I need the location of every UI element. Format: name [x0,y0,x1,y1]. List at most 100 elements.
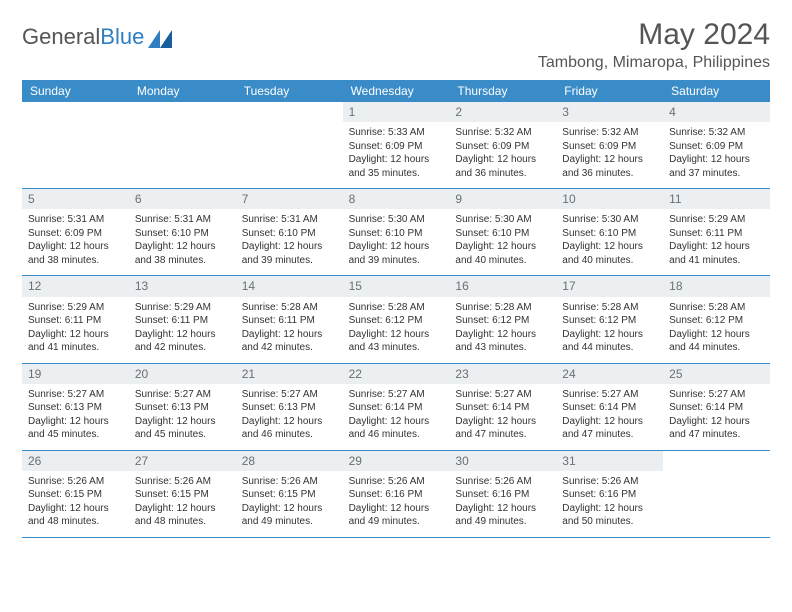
sunset-text: Sunset: 6:16 PM [349,488,444,502]
sunset-text: Sunset: 6:14 PM [669,401,764,415]
daylight-text: Daylight: 12 hours and 46 minutes. [349,415,444,442]
page-subtitle: Tambong, Mimaropa, Philippines [538,54,770,72]
sunset-text: Sunset: 6:12 PM [562,314,657,328]
daylight-text: Daylight: 12 hours and 49 minutes. [242,502,337,529]
daylight-text: Daylight: 12 hours and 40 minutes. [562,240,657,267]
page-title: May 2024 [538,18,770,52]
sunset-text: Sunset: 6:15 PM [28,488,123,502]
sunset-text: Sunset: 6:10 PM [562,227,657,241]
calendar-day: 1Sunrise: 5:33 AMSunset: 6:09 PMDaylight… [343,102,450,188]
day-number: 18 [663,276,770,296]
day-number: 8 [343,189,450,209]
day-header-tuesday: Tuesday [236,80,343,102]
logo: GeneralBlue [22,18,172,50]
daylight-text: Daylight: 12 hours and 45 minutes. [28,415,123,442]
daylight-text: Daylight: 12 hours and 41 minutes. [28,328,123,355]
day-header-wednesday: Wednesday [343,80,450,102]
logo-text-general: General [22,24,100,50]
calendar-day: 14Sunrise: 5:28 AMSunset: 6:11 PMDayligh… [236,276,343,362]
daylight-text: Daylight: 12 hours and 42 minutes. [135,328,230,355]
day-number: 13 [129,276,236,296]
logo-icon [148,28,172,46]
sunrise-text: Sunrise: 5:26 AM [135,475,230,489]
daylight-text: Daylight: 12 hours and 36 minutes. [455,153,550,180]
sunrise-text: Sunrise: 5:31 AM [135,213,230,227]
calendar-day: 18Sunrise: 5:28 AMSunset: 6:12 PMDayligh… [663,276,770,362]
calendar-day: 13Sunrise: 5:29 AMSunset: 6:11 PMDayligh… [129,276,236,362]
daylight-text: Daylight: 12 hours and 47 minutes. [669,415,764,442]
sunset-text: Sunset: 6:10 PM [135,227,230,241]
calendar-day: 7Sunrise: 5:31 AMSunset: 6:10 PMDaylight… [236,189,343,275]
sunrise-text: Sunrise: 5:26 AM [349,475,444,489]
sunset-text: Sunset: 6:12 PM [349,314,444,328]
sunrise-text: Sunrise: 5:27 AM [242,388,337,402]
day-header-sunday: Sunday [22,80,129,102]
calendar-day: 8Sunrise: 5:30 AMSunset: 6:10 PMDaylight… [343,189,450,275]
day-number: 1 [343,102,450,122]
daylight-text: Daylight: 12 hours and 48 minutes. [28,502,123,529]
page-header: GeneralBlue May 2024 Tambong, Mimaropa, … [22,18,770,72]
daylight-text: Daylight: 12 hours and 48 minutes. [135,502,230,529]
calendar: SundayMondayTuesdayWednesdayThursdayFrid… [22,80,770,538]
sunrise-text: Sunrise: 5:30 AM [562,213,657,227]
daylight-text: Daylight: 12 hours and 49 minutes. [455,502,550,529]
sunrise-text: Sunrise: 5:30 AM [455,213,550,227]
calendar-day: 16Sunrise: 5:28 AMSunset: 6:12 PMDayligh… [449,276,556,362]
daylight-text: Daylight: 12 hours and 39 minutes. [349,240,444,267]
day-header-monday: Monday [129,80,236,102]
calendar-day: 29Sunrise: 5:26 AMSunset: 6:16 PMDayligh… [343,451,450,537]
sunrise-text: Sunrise: 5:32 AM [455,126,550,140]
calendar-day: 24Sunrise: 5:27 AMSunset: 6:14 PMDayligh… [556,364,663,450]
day-number: 7 [236,189,343,209]
sunset-text: Sunset: 6:12 PM [455,314,550,328]
day-number: 3 [556,102,663,122]
calendar-day: 10 Sunrise: 5:30 AMSunset: 6:10 PMDayligh… [556,189,663,275]
calendar-day: 26Sunrise: 5:26 AMSunset: 6:15 PMDayligh… [22,451,129,537]
calendar-day: 19Sunrise: 5:27 AMSunset: 6:13 PMDayligh… [22,364,129,450]
calendar-day: 27Sunrise: 5:26 AMSunset: 6:15 PMDayligh… [129,451,236,537]
calendar-empty [236,102,343,188]
day-number: 10 [556,189,663,209]
sunrise-text: Sunrise: 5:29 AM [669,213,764,227]
calendar-day: 30Sunrise: 5:26 AMSunset: 6:16 PMDayligh… [449,451,556,537]
daylight-text: Daylight: 12 hours and 43 minutes. [349,328,444,355]
calendar-day: 17Sunrise: 5:28 AMSunset: 6:12 PMDayligh… [556,276,663,362]
sunrise-text: Sunrise: 5:27 AM [28,388,123,402]
sunset-text: Sunset: 6:16 PM [562,488,657,502]
daylight-text: Daylight: 12 hours and 47 minutes. [455,415,550,442]
daylight-text: Daylight: 12 hours and 39 minutes. [242,240,337,267]
sunrise-text: Sunrise: 5:26 AM [562,475,657,489]
calendar-day: 3Sunrise: 5:32 AMSunset: 6:09 PMDaylight… [556,102,663,188]
day-number: 27 [129,451,236,471]
daylight-text: Daylight: 12 hours and 35 minutes. [349,153,444,180]
daylight-text: Daylight: 12 hours and 40 minutes. [455,240,550,267]
sunrise-text: Sunrise: 5:28 AM [455,301,550,315]
sunset-text: Sunset: 6:09 PM [562,140,657,154]
sunrise-text: Sunrise: 5:27 AM [455,388,550,402]
calendar-day: 20Sunrise: 5:27 AMSunset: 6:13 PMDayligh… [129,364,236,450]
day-number: 2 [449,102,556,122]
calendar-week: 26Sunrise: 5:26 AMSunset: 6:15 PMDayligh… [22,451,770,538]
day-number: 4 [663,102,770,122]
day-number: 11 [663,189,770,209]
calendar-week: 5Sunrise: 5:31 AMSunset: 6:09 PMDaylight… [22,189,770,276]
calendar-day: 11Sunrise: 5:29 AMSunset: 6:11 PMDayligh… [663,189,770,275]
sunset-text: Sunset: 6:12 PM [669,314,764,328]
calendar-weeks: 1Sunrise: 5:33 AMSunset: 6:09 PMDaylight… [22,102,770,538]
sunset-text: Sunset: 6:14 PM [349,401,444,415]
sunset-text: Sunset: 6:10 PM [242,227,337,241]
daylight-text: Daylight: 12 hours and 37 minutes. [669,153,764,180]
sunrise-text: Sunrise: 5:30 AM [349,213,444,227]
sunrise-text: Sunrise: 5:29 AM [28,301,123,315]
day-number: 19 [22,364,129,384]
day-number: 12 [22,276,129,296]
day-number: 9 [449,189,556,209]
day-number: 15 [343,276,450,296]
sunrise-text: Sunrise: 5:28 AM [242,301,337,315]
sunset-text: Sunset: 6:11 PM [669,227,764,241]
daylight-text: Daylight: 12 hours and 42 minutes. [242,328,337,355]
sunset-text: Sunset: 6:09 PM [455,140,550,154]
sunrise-text: Sunrise: 5:28 AM [669,301,764,315]
daylight-text: Daylight: 12 hours and 38 minutes. [28,240,123,267]
daylight-text: Daylight: 12 hours and 49 minutes. [349,502,444,529]
